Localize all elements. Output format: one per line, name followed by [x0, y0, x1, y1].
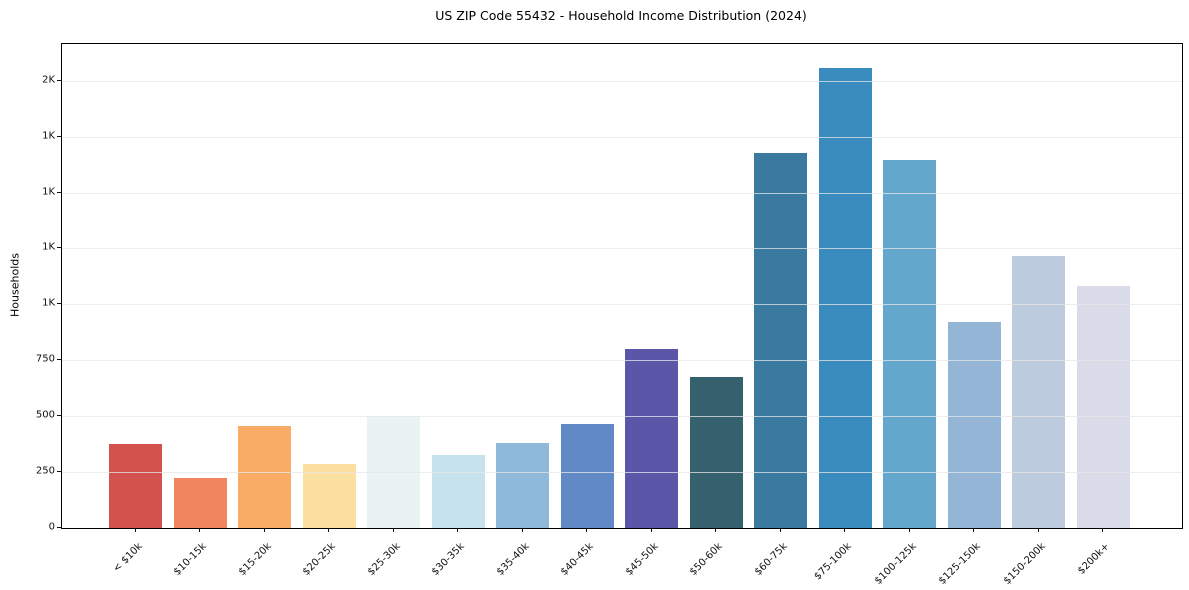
- y-tick-mark: [57, 527, 61, 528]
- y-tick-label: 250: [35, 465, 55, 477]
- bar: [1076, 286, 1130, 528]
- x-tick-mark: [134, 528, 136, 532]
- x-tick-mark: [392, 528, 394, 532]
- x-tick-mark: [586, 528, 587, 532]
- gridline: [62, 472, 1182, 474]
- y-tick-label: 2K: [42, 74, 55, 86]
- y-tick-label: 500: [35, 409, 55, 421]
- x-tick-label: $125-150k: [936, 541, 983, 587]
- x-tick-mark: [779, 528, 781, 532]
- y-tick-mark: [57, 191, 61, 193]
- y-tick-mark: [57, 359, 61, 361]
- x-tick-mark: [328, 528, 329, 532]
- bar: [560, 424, 614, 528]
- gridline: [62, 80, 1182, 82]
- x-tick-label: $20-25k: [300, 541, 338, 578]
- x-tick-label: $60-75k: [752, 541, 790, 578]
- gridline: [62, 136, 1182, 138]
- y-tick-mark: [57, 135, 61, 137]
- bar: [431, 455, 485, 528]
- x-tick-label: $10-15k: [171, 541, 209, 578]
- y-tick-label: 750: [35, 353, 55, 365]
- bar: [1012, 256, 1065, 528]
- y-tick-label: 1K: [42, 297, 55, 309]
- x-tick-mark: [715, 528, 716, 532]
- gridline: [62, 304, 1182, 306]
- x-tick-label: $75-100k: [812, 541, 854, 583]
- x-tick-mark: [199, 528, 200, 532]
- y-tick-mark: [57, 471, 61, 473]
- bar: [947, 322, 1001, 528]
- bar: [754, 153, 807, 528]
- x-tick-mark: [1037, 528, 1039, 532]
- bar: [496, 443, 549, 528]
- x-tick-label: $150-200k: [1001, 541, 1048, 587]
- y-tick-label: 0: [48, 521, 55, 533]
- bar: [302, 464, 356, 528]
- x-tick-label: $35-40k: [494, 541, 532, 578]
- x-tick-mark: [457, 528, 458, 532]
- bar: [818, 68, 872, 528]
- x-tick-label: $45-50k: [623, 541, 661, 578]
- chart-title: US ZIP Code 55432 - Household Income Dis…: [435, 8, 807, 23]
- gridline: [62, 360, 1182, 362]
- bar: [109, 444, 162, 528]
- bar: [238, 426, 291, 528]
- bar: [883, 160, 936, 528]
- x-tick-label: $50-60k: [687, 541, 725, 578]
- y-tick-mark: [57, 303, 61, 305]
- y-tick-mark: [57, 247, 61, 249]
- x-tick-mark: [908, 528, 910, 532]
- x-tick-label: $100-125k: [872, 541, 919, 587]
- x-tick-mark: [1102, 528, 1103, 532]
- y-tick-label: 1K: [42, 241, 55, 253]
- x-tick-label: $40-45k: [558, 541, 596, 578]
- x-tick-mark: [844, 528, 845, 532]
- x-tick-mark: [263, 528, 265, 532]
- x-tick-mark: [650, 528, 652, 532]
- gridline: [62, 248, 1182, 250]
- y-tick-mark: [57, 79, 61, 81]
- plot-area: [61, 43, 1183, 529]
- bar: [173, 477, 227, 528]
- bar: [625, 349, 678, 528]
- x-tick-label: $25-30k: [365, 541, 403, 578]
- y-tick-label: 1K: [42, 186, 55, 197]
- y-tick-mark: [57, 415, 61, 417]
- x-tick-label: < $10k: [110, 541, 145, 575]
- y-tick-label: 1K: [42, 130, 55, 142]
- bar: [689, 377, 743, 528]
- x-tick-label: $200k+: [1075, 541, 1112, 577]
- x-tick-label: $30-35k: [429, 541, 467, 578]
- x-tick-mark: [521, 528, 523, 532]
- x-tick-label: $15-20k: [236, 541, 274, 578]
- x-tick-mark: [973, 528, 974, 532]
- gridline: [62, 416, 1182, 418]
- gridline: [62, 192, 1182, 194]
